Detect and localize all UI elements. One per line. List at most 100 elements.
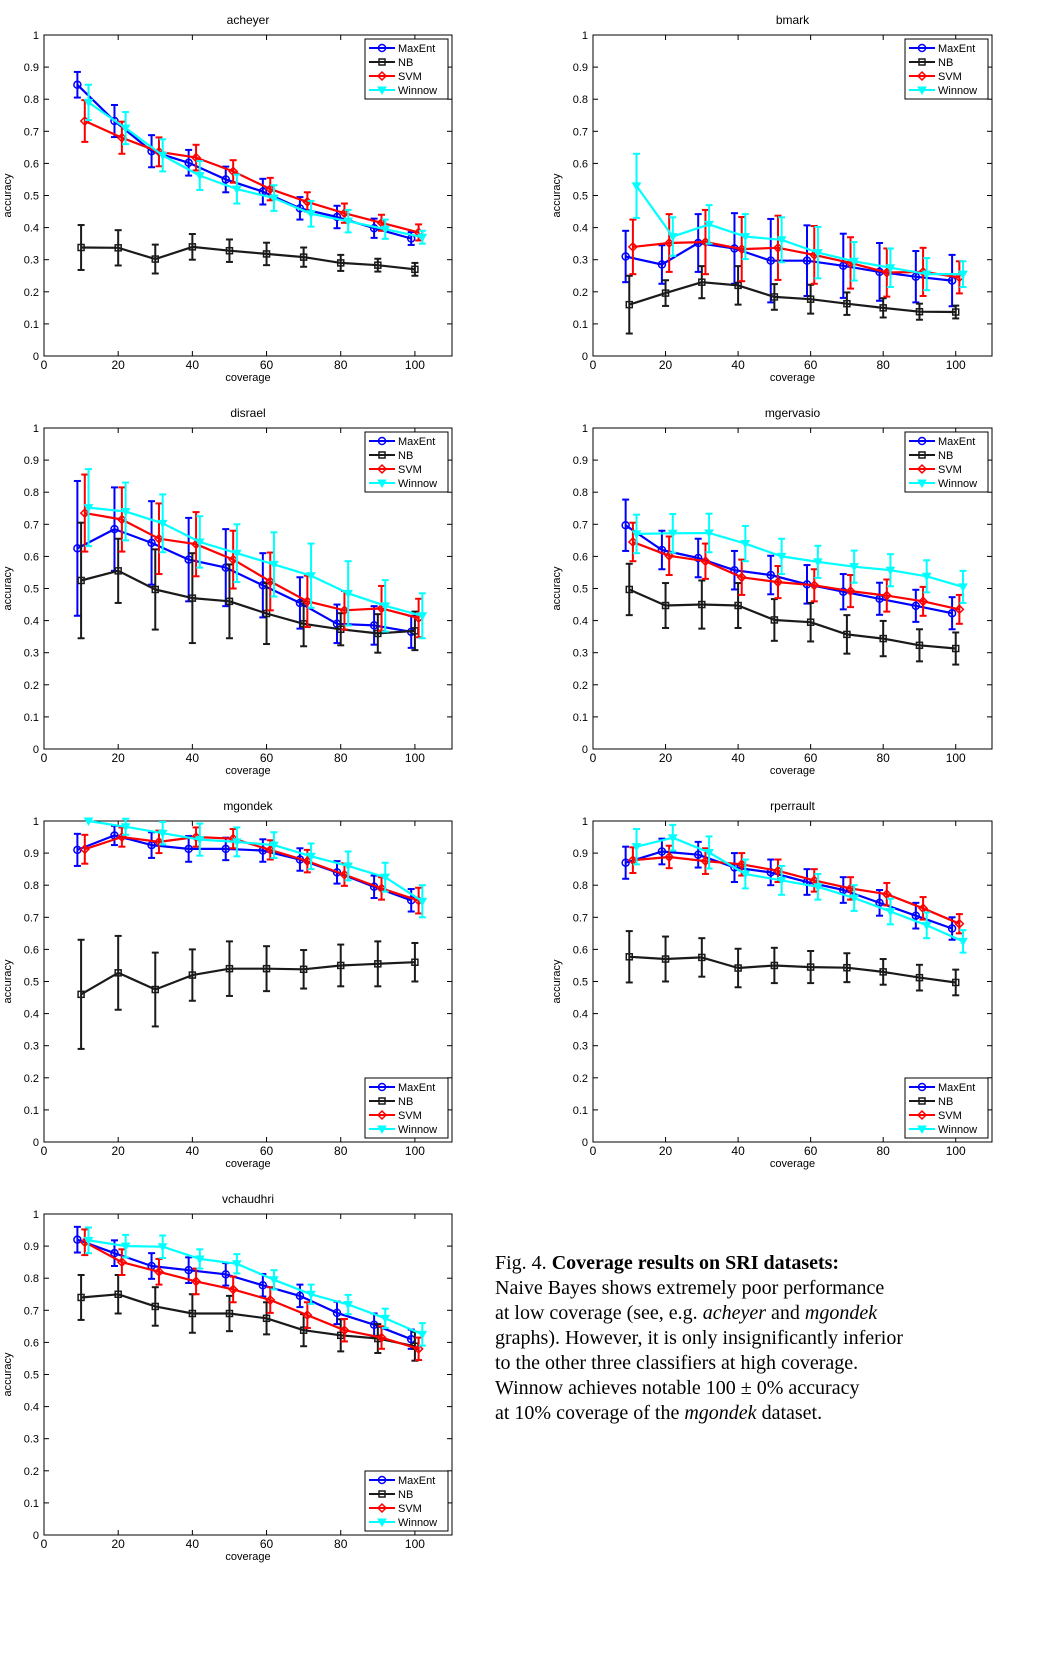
data-point	[114, 1290, 122, 1298]
x-tick-label: 100	[405, 1537, 425, 1551]
data-point	[885, 566, 896, 576]
series-Winnow	[83, 817, 428, 919]
chart-panel-acheyer: acheyer 0 20 40 60 80 100 0 0.1 0.2 0.3 0.4 0.5 0.6 0.…	[2, 13, 453, 384]
legend: MaxEnt NB SVM Winnow	[904, 431, 989, 493]
data-point	[188, 971, 197, 979]
data-point	[849, 894, 860, 904]
legend-label: SVM	[938, 1110, 962, 1122]
y-tick-label: 1	[33, 1209, 39, 1221]
data-point	[184, 844, 193, 854]
data-point	[79, 508, 90, 519]
data-point	[339, 1325, 350, 1336]
y-tick-label: 0.3	[24, 1434, 39, 1446]
data-point	[951, 644, 960, 653]
caption-text: acheyer	[702, 1302, 766, 1324]
x-tick-label: 60	[804, 358, 818, 372]
data-point	[225, 1309, 234, 1318]
series-Winnow	[631, 152, 968, 292]
y-tick-label: 0.7	[24, 519, 39, 531]
legend-marker	[376, 70, 388, 82]
data-point	[232, 1260, 242, 1269]
data-point	[879, 968, 887, 976]
data-point	[228, 1284, 239, 1295]
data-point	[770, 961, 779, 970]
x-tick-label: 80	[334, 751, 348, 765]
data-point	[79, 844, 90, 855]
x-tick-label: 20	[112, 1144, 126, 1158]
data-point	[661, 601, 670, 610]
caption-text: Coverage results on SRI datasets:	[551, 1252, 840, 1274]
data-point	[661, 289, 670, 297]
data-point	[153, 1266, 165, 1277]
y-tick-label: 0.5	[24, 1370, 39, 1382]
x-tick-label: 20	[112, 358, 126, 372]
data-point	[77, 990, 85, 999]
y-tick-label: 0.8	[573, 880, 588, 892]
series-line	[76, 527, 412, 633]
data-point	[667, 233, 678, 242]
data-point	[380, 225, 391, 235]
y-tick-label: 0.1	[573, 712, 588, 724]
legend-label: Winnow	[398, 478, 437, 490]
legend-label: SVM	[938, 71, 962, 83]
data-point	[881, 889, 892, 900]
legend-marker	[377, 1475, 387, 1485]
series-Winnow	[631, 512, 968, 604]
data-point	[911, 911, 921, 920]
y-tick-label: 0.9	[24, 848, 39, 860]
data-point	[184, 1265, 193, 1275]
x-axis-label: coverage	[225, 372, 270, 384]
legend-marker	[378, 451, 386, 459]
data-point	[188, 594, 197, 602]
data-point	[657, 260, 667, 269]
data-point	[77, 1293, 85, 1302]
x-tick-label: 80	[877, 358, 891, 372]
x-tick-label: 80	[877, 751, 891, 765]
y-tick-label: 0.6	[573, 158, 588, 170]
figure-caption: Fig. 4. Coverage results on SRI datasets…	[495, 1251, 993, 1426]
legend-marker	[916, 1109, 928, 1121]
x-tick-label: 40	[731, 751, 745, 765]
data-point	[302, 856, 313, 867]
x-tick-label: 80	[877, 1144, 891, 1158]
caption-text: at 10% coverage of the	[495, 1402, 685, 1424]
series-line	[629, 955, 956, 984]
legend-label: MaxEnt	[398, 1475, 435, 1487]
data-point	[343, 217, 354, 227]
data-point	[83, 817, 94, 827]
legend-label: NB	[398, 1096, 413, 1108]
series-MaxEnt	[621, 837, 957, 941]
data-point	[776, 876, 787, 886]
x-tick-label: 40	[731, 358, 745, 372]
y-tick-label: 0.6	[24, 158, 39, 170]
legend-marker	[377, 1125, 387, 1135]
y-tick-label: 0.8	[24, 487, 39, 499]
chart-title: mgervasio	[765, 406, 821, 420]
legend-label: NB	[398, 1489, 413, 1501]
series-line	[80, 961, 415, 996]
y-axis-label: accuracy	[2, 566, 14, 611]
y-tick-label: 0.1	[573, 1105, 588, 1117]
caption-text: at low coverage (see, e.g.	[495, 1302, 703, 1324]
data-point	[947, 924, 957, 933]
y-tick-label: 0	[33, 1530, 39, 1542]
data-point	[114, 244, 122, 252]
data-point	[262, 1314, 271, 1323]
data-point	[221, 1270, 230, 1279]
data-point	[336, 961, 345, 970]
y-tick-label: 0.6	[24, 1337, 39, 1349]
data-point	[806, 963, 815, 971]
y-axis-label: accuracy	[2, 173, 14, 218]
x-tick-label: 20	[112, 1537, 126, 1551]
data-point	[806, 618, 815, 626]
x-tick-label: 0	[41, 358, 48, 372]
x-tick-label: 60	[260, 358, 274, 372]
data-point	[809, 580, 820, 591]
chart-panel-rperrault: rperrault 0 20 40 60 80 100 0 0.1 0.2 0.3 0.4 0.5 0.6…	[551, 799, 993, 1170]
chart-title: bmark	[776, 13, 810, 27]
data-point	[157, 829, 168, 839]
legend-marker	[917, 86, 927, 96]
chart-panel-bmark: bmark 0 20 40 60 80 100 0 0.1 0.2 0.3 0.4 0.5 0.6 0.7 0…	[551, 13, 993, 384]
series-line	[88, 819, 423, 903]
x-tick-label: 0	[590, 751, 597, 765]
